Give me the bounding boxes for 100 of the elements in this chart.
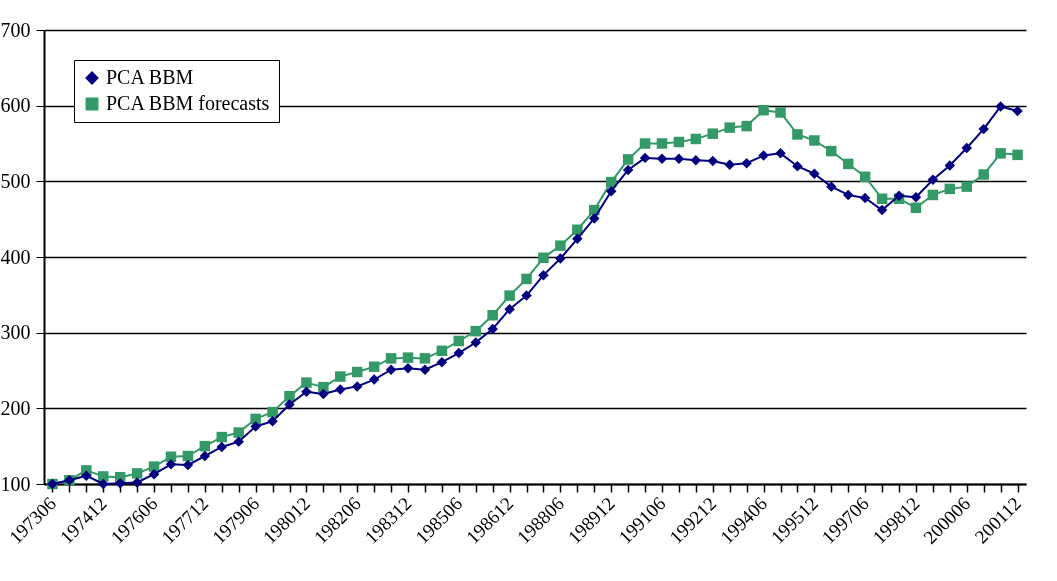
y-tick-label: 700 — [0, 18, 31, 41]
point — [978, 169, 989, 180]
point — [622, 154, 634, 165]
point — [1012, 105, 1023, 117]
point — [707, 128, 719, 139]
point — [775, 148, 786, 159]
point — [165, 459, 177, 470]
y-tick-label: 200 — [0, 396, 31, 419]
point — [555, 240, 566, 251]
point — [639, 152, 651, 164]
point — [368, 361, 380, 372]
y-tick-label: 600 — [0, 94, 31, 117]
point — [419, 364, 431, 375]
point — [690, 154, 702, 166]
point — [978, 123, 989, 135]
point — [792, 160, 803, 172]
point — [182, 459, 194, 471]
point — [284, 390, 295, 402]
point — [842, 158, 854, 170]
point — [927, 189, 939, 201]
point — [961, 181, 972, 192]
point — [301, 386, 312, 397]
point — [944, 160, 956, 171]
y-tick-label: 500 — [0, 169, 31, 192]
point — [622, 164, 634, 176]
point — [318, 388, 329, 400]
point — [301, 377, 312, 388]
point — [724, 159, 735, 170]
point — [436, 345, 448, 357]
point — [859, 171, 871, 183]
point — [504, 290, 515, 301]
point — [131, 477, 143, 488]
point — [859, 192, 871, 204]
point — [876, 193, 888, 204]
point — [148, 468, 160, 480]
point — [741, 120, 752, 132]
point — [775, 107, 786, 118]
point — [470, 325, 481, 337]
point — [402, 352, 414, 363]
point — [572, 233, 583, 245]
point — [724, 122, 735, 133]
point — [826, 181, 837, 192]
point — [487, 310, 498, 321]
point — [419, 353, 431, 364]
point — [910, 191, 922, 203]
point — [233, 427, 244, 438]
point — [656, 138, 668, 149]
point — [385, 353, 397, 364]
point — [216, 431, 228, 443]
point — [555, 253, 566, 264]
y-tick-label: 100 — [0, 472, 31, 495]
point — [995, 148, 1006, 159]
point — [233, 436, 244, 447]
point — [572, 224, 583, 235]
point — [673, 153, 685, 164]
point — [267, 406, 278, 418]
point — [335, 384, 346, 395]
point — [809, 168, 820, 180]
point — [876, 204, 888, 216]
point — [961, 142, 972, 154]
point — [589, 213, 600, 224]
point — [318, 381, 329, 393]
legend-label: PCA BBM — [106, 66, 194, 88]
point — [707, 155, 719, 167]
point — [114, 478, 126, 489]
point — [538, 269, 549, 281]
point — [216, 441, 228, 453]
point — [826, 145, 837, 157]
point — [368, 374, 380, 385]
point — [199, 440, 211, 452]
point — [250, 421, 261, 432]
point — [690, 133, 702, 145]
point — [453, 335, 465, 347]
point — [639, 138, 651, 149]
point — [758, 150, 769, 161]
point — [284, 399, 295, 410]
point — [741, 157, 752, 169]
point — [98, 478, 109, 490]
point — [809, 135, 820, 146]
point — [656, 153, 668, 164]
point — [538, 252, 549, 263]
point — [504, 303, 515, 315]
legend-label: PCA BBM forecasts — [106, 92, 270, 114]
point — [335, 371, 346, 382]
point — [385, 364, 397, 375]
point — [470, 337, 481, 348]
point — [605, 185, 617, 197]
point — [199, 450, 211, 462]
point — [521, 290, 532, 301]
point — [944, 183, 956, 195]
point — [131, 468, 143, 479]
point — [995, 101, 1006, 112]
point — [758, 104, 769, 116]
point — [267, 415, 278, 427]
y-tick-label: 400 — [0, 245, 31, 268]
point — [436, 356, 448, 368]
point — [927, 174, 939, 186]
point — [250, 413, 261, 425]
point — [98, 471, 109, 482]
point — [487, 323, 498, 335]
